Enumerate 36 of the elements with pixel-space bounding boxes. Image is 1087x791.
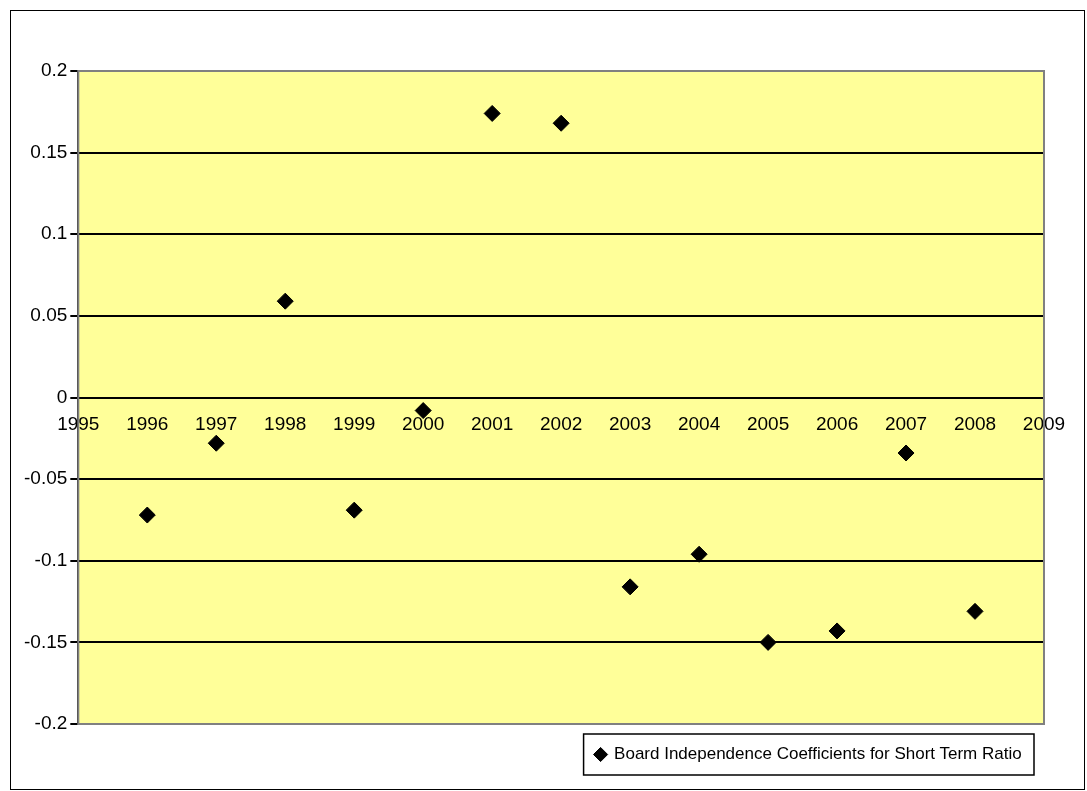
x-tick-label: 2003 xyxy=(608,413,652,435)
x-tick-label: 2005 xyxy=(746,413,790,435)
y-tick-label: 0.1 xyxy=(40,222,68,244)
y-tick-label: 0 xyxy=(56,385,68,407)
x-tick-label: 2001 xyxy=(471,413,514,435)
y-tick-label: 0.15 xyxy=(30,140,68,162)
x-tick-label: 2006 xyxy=(815,413,859,435)
y-tick-label: -0.15 xyxy=(23,630,68,652)
x-tick-label: 2004 xyxy=(677,413,721,435)
x-tick-label: 2002 xyxy=(540,413,583,435)
y-tick-label: 0.2 xyxy=(40,59,68,81)
point xyxy=(690,545,708,563)
legend-label: Board Independence Coefficients for Short Term Ratio xyxy=(614,744,1022,764)
point xyxy=(276,292,294,310)
x-tick-label: 1997 xyxy=(195,413,238,435)
y-tick-label: 0.05 xyxy=(30,304,68,326)
point xyxy=(828,622,846,640)
point xyxy=(207,434,225,452)
point xyxy=(552,114,570,132)
x-tick-label: 1999 xyxy=(333,413,376,435)
point xyxy=(759,633,777,651)
point xyxy=(345,501,363,519)
point xyxy=(966,602,984,620)
x-tick-label: 2007 xyxy=(884,413,928,435)
x-tick-label: 1998 xyxy=(264,413,307,435)
point xyxy=(483,104,501,122)
y-tick-label: -0.1 xyxy=(34,548,68,570)
point xyxy=(138,506,156,524)
x-tick-label: 2008 xyxy=(953,413,997,435)
point xyxy=(897,444,915,462)
y-tick-label: -0.05 xyxy=(23,467,68,489)
x-tick-label: 2000 xyxy=(402,413,445,435)
y-tick-label: -0.2 xyxy=(34,712,68,734)
x-tick-label: 2009 xyxy=(1022,413,1066,435)
x-tick-label: 1996 xyxy=(126,413,169,435)
point xyxy=(621,578,639,596)
